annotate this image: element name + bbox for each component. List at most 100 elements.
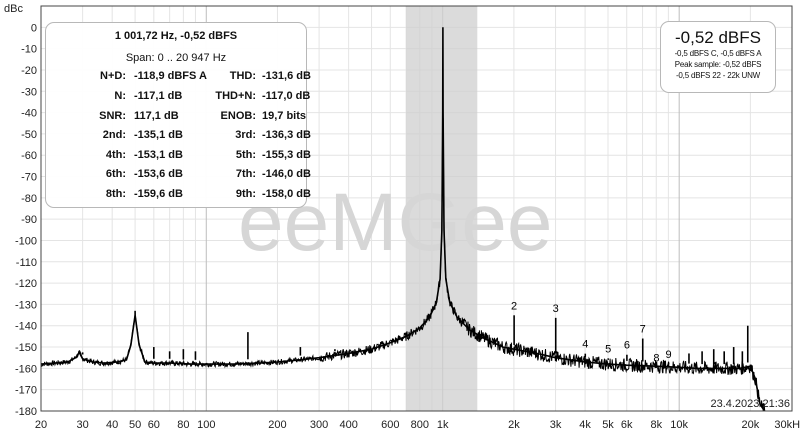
x-tick-label: 2k (508, 419, 520, 431)
x-tick-label: 800 (411, 419, 429, 431)
x-tick-label: 8k (650, 419, 662, 431)
x-tick-label: 1k (437, 419, 449, 431)
x-tick-label: 30kHz (774, 419, 800, 431)
stats-value: 117,1 dB (134, 110, 179, 122)
x-tick-label: 60 (148, 419, 160, 431)
x-tick-label: 3k (550, 419, 562, 431)
stats-row: 8th: -159,6 dB 9th: -158,0 dB (46, 188, 311, 207)
stats-panel: 1 001,72 Hz, -0,52 dBFS Span: 0 .. 20 94… (45, 22, 311, 208)
stats-row: 4th: -153,1 dB 5th: -155,3 dB (46, 149, 311, 168)
stats-value: -155,3 dB (262, 149, 311, 161)
x-tick-label: 20 (35, 419, 47, 431)
stats-value: -153,6 dB (134, 168, 183, 180)
x-tick-label: 30 (77, 419, 89, 431)
x-tick-label: 6k (621, 419, 633, 431)
stats-value: -117,0 dB (262, 90, 311, 102)
y-tick-label: -180 (15, 406, 37, 418)
level-panel: -0,52 dBFS -0,5 dBFS C, -0,5 dBFS A Peak… (660, 21, 776, 93)
harmonic-label: 6 (624, 340, 630, 352)
y-tick-labels: 0 -10 -20 -30 -40 -50 -60 -70 -80 -90 -100 -110 -120… (15, 22, 37, 418)
x-tick-label: 40 (106, 419, 118, 431)
stats-label: 6th: (105, 168, 126, 180)
y-tick-label: -160 (15, 363, 37, 375)
level-weighted: -0,5 dBFS C, -0,5 dBFS A (674, 49, 762, 58)
stats-label: N+D: (100, 70, 126, 82)
stats-label: 4th: (105, 149, 126, 161)
y-tick-label: -50 (21, 129, 37, 141)
x-tick-label: 100 (197, 419, 215, 431)
stats-value: -117,1 dB (134, 90, 183, 102)
stats-label: 2nd: (102, 129, 126, 141)
stats-row: 6th: -153,6 dB 7th: -146,0 dB (46, 168, 311, 187)
y-tick-label: -170 (15, 385, 37, 397)
x-tick-label: 200 (268, 419, 286, 431)
stats-value: -146,0 dB (262, 168, 311, 180)
x-tick-label: 20k (741, 419, 759, 431)
y-tick-label: -140 (15, 321, 37, 333)
stats-label: SNR: (99, 110, 126, 122)
x-tick-label: 80 (177, 419, 189, 431)
y-tick-label: -80 (21, 193, 37, 205)
stats-label: N: (114, 90, 126, 102)
harmonic-labels: 2 34 5 678 9 (511, 300, 672, 364)
stats-label: 9th: (235, 188, 256, 200)
harmonic-label: 3 (553, 303, 559, 315)
stats-label: 7th: (235, 168, 256, 180)
stats-value: -159,6 dB (134, 188, 183, 200)
x-tick-label: 5k (602, 419, 614, 431)
stats-label: THD+N: (215, 90, 256, 102)
stats-header-freq: 1 001,72 Hz, -0,52 dBFS (114, 30, 238, 42)
harmonic-label: 4 (582, 339, 588, 351)
y-tick-label: -150 (15, 342, 37, 354)
stats-value: -118,9 dBFS A (134, 70, 207, 82)
x-tick-label: 10k (670, 419, 688, 431)
y-tick-label: -110 (16, 257, 37, 269)
stats-value: -153,1 dB (134, 149, 183, 161)
stats-value: -131,6 dB (262, 70, 311, 82)
level-peak-sample: Peak sample: -0,52 dBFS (674, 60, 762, 69)
plot-frame (40, 5, 793, 412)
y-tick-label: -70 (21, 172, 37, 184)
y-tick-label: -90 (21, 214, 37, 226)
y-axis-label: dBc (4, 3, 23, 15)
harmonic-label: 8 (653, 353, 659, 365)
harmonic-label: 9 (665, 349, 671, 361)
stats-header-span: Span: 0 .. 20 947 Hz (125, 52, 227, 64)
stats-label: 3rd: (235, 129, 256, 141)
stats-row: 2nd: -135,1 dB 3rd: -136,3 dB (46, 129, 311, 148)
stats-label: ENOB: (220, 110, 256, 122)
x-tick-label: 600 (381, 419, 399, 431)
harmonic-label: 2 (511, 300, 517, 312)
y-tick-label: -60 (21, 150, 37, 162)
harmonic-label: 7 (640, 324, 646, 336)
x-tick-label: 4k (579, 419, 591, 431)
stats-label: THD: (229, 70, 256, 82)
level-main: -0,52 dBFS (675, 28, 761, 47)
y-tick-label: -40 (21, 108, 37, 120)
timestamp: 23.4.2023 21:36 (710, 398, 790, 410)
stats-label: 5th: (235, 149, 256, 161)
x-tick-labels: 20 30 40 50 60 80 100 200 300 400 600 800 1k 2k 3k 4k 5k… (35, 419, 800, 431)
y-tick-label: -100 (15, 235, 37, 247)
x-tick-label: 300 (310, 419, 328, 431)
y-tick-label: -20 (21, 65, 37, 77)
x-tick-label: 400 (339, 419, 357, 431)
spectrum-trace (40, 27, 766, 412)
stats-row: SNR: 117,1 dB ENOB: 19,7 bits (46, 110, 306, 129)
y-tick-label: -120 (15, 278, 37, 290)
stats-value: -158,0 dB (262, 188, 311, 200)
y-tick-label: -30 (21, 86, 37, 98)
stats-label: 8th: (105, 188, 126, 200)
stats-value: -136,3 dB (262, 129, 311, 141)
spurs (81, 310, 749, 368)
stats-value: -135,1 dB (134, 129, 183, 141)
stats-row: N: -117,1 dB THD+N: -117,0 dB (46, 90, 310, 109)
y-tick-label: -130 (15, 299, 37, 311)
y-tick-label: 0 (31, 22, 37, 34)
y-tick-label: -10 (21, 44, 37, 56)
harmonic-label: 5 (605, 343, 611, 355)
stats-value: 19,7 bits (262, 110, 307, 122)
level-unweighted: -0,5 dBFS 22 - 22k UNW (675, 71, 761, 80)
stats-row: N+D: -118,9 dBFS A THD: -131,6 dB (46, 70, 311, 89)
x-tick-label: 50 (129, 419, 141, 431)
